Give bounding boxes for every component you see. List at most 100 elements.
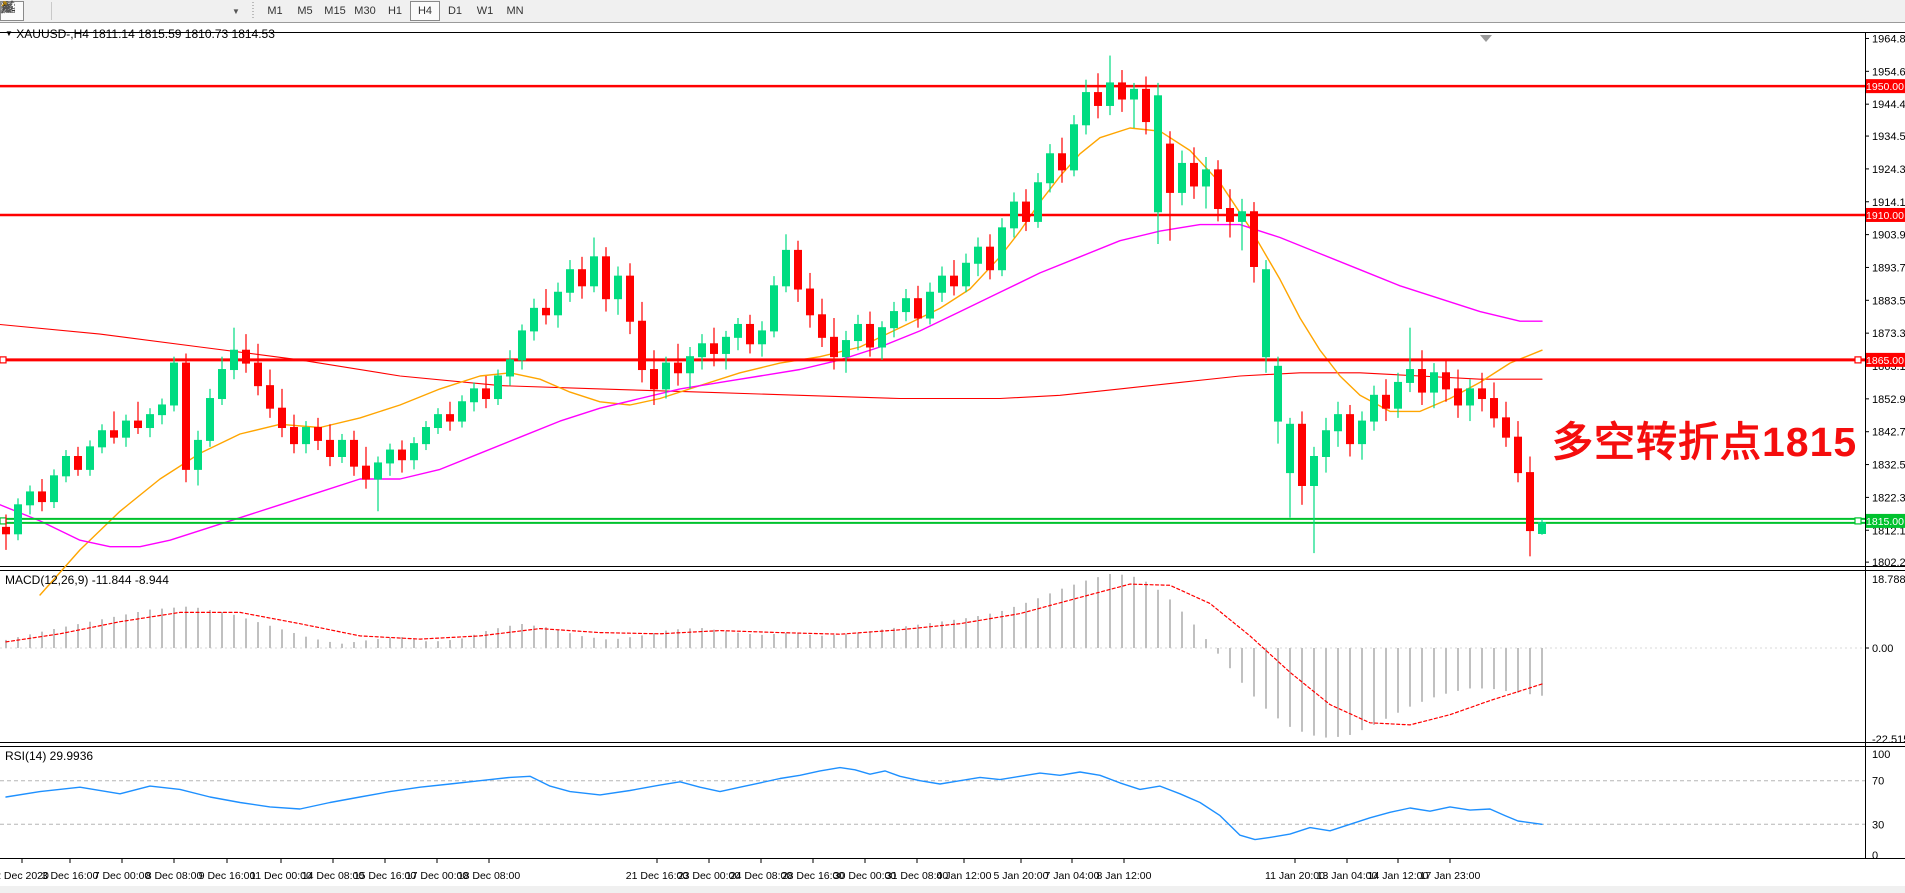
svg-text:1903.90: 1903.90 bbox=[1872, 230, 1905, 242]
timeframe-d1-button[interactable]: D1 bbox=[447, 5, 463, 17]
chart-selector-icon[interactable]: ▼ bbox=[5, 29, 13, 38]
bull-candle bbox=[974, 246, 982, 264]
line-handle-left bbox=[0, 356, 7, 364]
toolbar: E F A T ▼ M1 M5 M15 M30 H1 H4 D1 W1 MN bbox=[0, 0, 1905, 23]
bear-candle bbox=[1022, 201, 1030, 222]
rsi-level-lines bbox=[0, 647, 1865, 825]
svg-text:70: 70 bbox=[1872, 776, 1884, 788]
tool-fibonacci-button[interactable]: F bbox=[1, 1, 175, 21]
symbol-ohlc-text: XAUUSD-,H4 1811.14 1815.59 1810.73 1814.… bbox=[16, 27, 275, 41]
svg-text:23 Dec 00:00: 23 Dec 00:00 bbox=[678, 870, 741, 882]
bull-candle bbox=[1202, 169, 1210, 187]
bull-candle bbox=[722, 336, 730, 354]
tool-vertical-line-button[interactable] bbox=[6, 1, 79, 21]
bear-candle bbox=[182, 362, 190, 470]
bull-candle bbox=[902, 298, 910, 313]
bear-candle bbox=[1346, 414, 1354, 445]
bull-candle bbox=[770, 285, 778, 332]
bull-candle bbox=[194, 439, 202, 470]
svg-text:1812.10: 1812.10 bbox=[1872, 525, 1905, 537]
bull-candle bbox=[518, 330, 526, 361]
svg-text:11 Jan 20:00: 11 Jan 20:00 bbox=[1265, 870, 1325, 882]
bear-candle bbox=[1166, 143, 1174, 193]
svg-text:2 Dec 2020: 2 Dec 2020 bbox=[0, 870, 49, 882]
chart-shift-marker[interactable] bbox=[1480, 35, 1492, 42]
svg-text:1910.00: 1910.00 bbox=[1866, 210, 1904, 222]
svg-text:1934.50: 1934.50 bbox=[1872, 131, 1905, 143]
svg-text:1964.80: 1964.80 bbox=[1872, 33, 1905, 45]
svg-text:30 Dec 00:00: 30 Dec 00:00 bbox=[834, 870, 897, 882]
timeframe-h1-button[interactable]: H1 bbox=[387, 5, 403, 17]
bull-candle bbox=[566, 269, 574, 293]
timeframe-h4-button[interactable]: H4 bbox=[410, 1, 440, 21]
timeframe-m15-button[interactable]: M15 bbox=[324, 5, 346, 17]
bear-candle bbox=[1118, 82, 1126, 100]
chart-frame bbox=[0, 22, 1905, 893]
svg-text:T: T bbox=[5, 3, 11, 14]
tool-equidistant-channel-button[interactable]: E bbox=[0, 1, 151, 21]
bull-candle bbox=[530, 307, 538, 332]
svg-text:11 Dec 00:00: 11 Dec 00:00 bbox=[250, 870, 312, 882]
timeframe-m1-button[interactable]: M1 bbox=[267, 5, 283, 17]
bear-candle bbox=[746, 323, 754, 345]
bear-candle bbox=[626, 275, 634, 322]
bull-candle bbox=[506, 359, 514, 377]
bear-candle bbox=[638, 320, 646, 371]
svg-text:18 Dec 08:00: 18 Dec 08:00 bbox=[458, 870, 521, 882]
bear-candle bbox=[2, 526, 10, 535]
bear-candle bbox=[446, 414, 454, 422]
bull-candle bbox=[1322, 430, 1330, 458]
bull-candle bbox=[962, 262, 970, 287]
symbol-ohlc-label: ▼ XAUUSD-,H4 1811.14 1815.59 1810.73 181… bbox=[5, 27, 275, 41]
level-line-1865[interactable]: 1865.00 bbox=[0, 352, 1905, 367]
line-handle-right bbox=[1854, 517, 1862, 525]
bull-candle bbox=[1466, 388, 1474, 406]
bear-candle bbox=[806, 288, 814, 316]
svg-text:E: E bbox=[11, 8, 15, 14]
bear-candle bbox=[1142, 88, 1150, 123]
svg-text:1883.50: 1883.50 bbox=[1872, 295, 1905, 307]
timeframe-mn-button[interactable]: MN bbox=[506, 5, 524, 17]
tool-text-button[interactable]: A bbox=[3, 1, 199, 21]
timeframe-m30-button[interactable]: M30 bbox=[354, 5, 376, 17]
level-line-1950[interactable]: 1950.00 bbox=[0, 79, 1905, 94]
tool-crosshair-button[interactable] bbox=[1, 1, 48, 21]
svg-text:1802.20: 1802.20 bbox=[1872, 557, 1905, 569]
bull-candle bbox=[1538, 522, 1546, 534]
tool-trendline-button[interactable] bbox=[0, 0, 127, 21]
bull-candle bbox=[614, 275, 622, 300]
level-line-1815[interactable]: 1815.00 bbox=[0, 513, 1905, 528]
timeframe-m5-button[interactable]: M5 bbox=[297, 5, 313, 17]
bull-candle bbox=[1082, 92, 1090, 126]
tool-horizontal-line-button[interactable] bbox=[1, 1, 103, 21]
bull-candle bbox=[206, 398, 214, 441]
timeframe-w1-button[interactable]: W1 bbox=[476, 5, 494, 17]
bear-candle bbox=[578, 269, 586, 287]
bear-candle bbox=[134, 420, 142, 429]
bear-candle bbox=[1502, 417, 1510, 438]
bull-candle bbox=[50, 475, 58, 503]
bear-candle bbox=[38, 491, 46, 503]
bull-candle bbox=[854, 323, 862, 342]
bull-candle bbox=[1130, 88, 1138, 100]
bear-candle bbox=[602, 256, 610, 300]
bear-candle bbox=[1058, 153, 1066, 171]
svg-text:A: A bbox=[3, 1, 11, 15]
bear-candle bbox=[290, 427, 298, 445]
annotation-text[interactable]: 多空转折点1815 bbox=[1552, 419, 1858, 465]
macd-signal-line bbox=[5, 583, 1543, 726]
svg-text:31 Dec 08:00: 31 Dec 08:00 bbox=[886, 870, 949, 882]
svg-text:7 Jan 04:00: 7 Jan 04:00 bbox=[1045, 870, 1100, 882]
chevron-down-icon[interactable]: ▼ bbox=[232, 6, 240, 16]
tool-text-label-button[interactable]: T bbox=[1, 1, 223, 21]
level-line-1910[interactable]: 1910.00 bbox=[0, 207, 1905, 222]
svg-text:1865.00: 1865.00 bbox=[1866, 355, 1904, 367]
bull-candle bbox=[1334, 414, 1342, 432]
bear-candle bbox=[1214, 169, 1222, 210]
tool-arrows-button[interactable]: ▼ bbox=[1, 1, 247, 21]
bear-candle bbox=[1250, 211, 1258, 267]
bear-candle bbox=[674, 362, 682, 374]
